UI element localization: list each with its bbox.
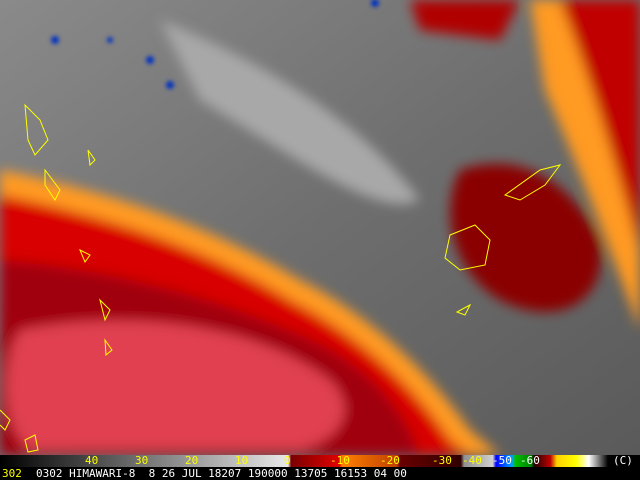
- scale-label: 10: [235, 454, 248, 467]
- station: 302: [2, 467, 22, 480]
- footer-text: 0302 HIMAWARI-8 8 26 JUL 18207 190000 13…: [36, 467, 407, 480]
- copyright: (C): [613, 454, 633, 467]
- scale-label: 0: [284, 454, 291, 467]
- scale-label: -50: [492, 454, 512, 467]
- footer-bar: [0, 467, 640, 480]
- imagery: [0, 0, 640, 455]
- scale-label: -60: [520, 454, 540, 467]
- scale-label: -20: [380, 454, 400, 467]
- scale-label: -30: [432, 454, 452, 467]
- color-scale: [0, 455, 640, 467]
- color-scale-labels: 40 30 20 10 0 -10 -20 -30 -40 -50 -60: [85, 454, 540, 467]
- scale-label: -10: [330, 454, 350, 467]
- scale-label: 20: [185, 454, 198, 467]
- scale-label: 30: [135, 454, 148, 467]
- scale-label: 40: [85, 454, 98, 467]
- scale-label: -40: [462, 454, 482, 467]
